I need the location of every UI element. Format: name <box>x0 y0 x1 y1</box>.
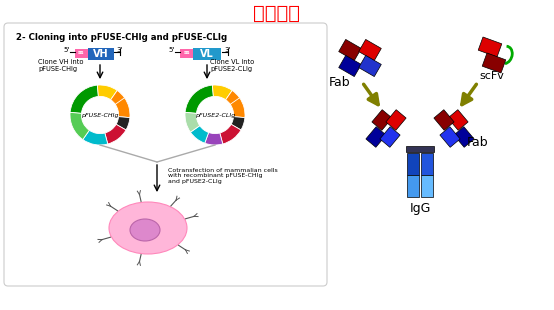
FancyBboxPatch shape <box>358 55 381 77</box>
FancyBboxPatch shape <box>440 127 460 147</box>
FancyBboxPatch shape <box>338 39 361 60</box>
Wedge shape <box>185 113 200 132</box>
Text: 5': 5' <box>64 47 70 53</box>
Wedge shape <box>225 91 244 110</box>
Text: pFUSE-CHIg: pFUSE-CHIg <box>81 113 119 117</box>
FancyBboxPatch shape <box>406 146 434 152</box>
FancyBboxPatch shape <box>454 127 474 147</box>
Ellipse shape <box>109 202 187 254</box>
FancyBboxPatch shape <box>4 23 327 286</box>
Text: scFv: scFv <box>480 71 505 81</box>
Text: ss: ss <box>78 51 85 55</box>
Wedge shape <box>116 117 130 130</box>
FancyBboxPatch shape <box>421 175 433 197</box>
Wedge shape <box>191 126 209 143</box>
Text: Fab: Fab <box>467 136 489 149</box>
FancyBboxPatch shape <box>75 49 88 58</box>
Text: IgG: IgG <box>409 202 430 215</box>
Wedge shape <box>111 91 129 110</box>
FancyBboxPatch shape <box>358 39 381 60</box>
Text: pFUSE2-CLIg: pFUSE2-CLIg <box>195 113 235 117</box>
Wedge shape <box>105 124 126 144</box>
Wedge shape <box>70 113 89 140</box>
Text: VL: VL <box>200 49 214 59</box>
FancyBboxPatch shape <box>338 55 361 77</box>
Text: 2- Cloning into pFUSE-CHIg and pFUSE-CLIg: 2- Cloning into pFUSE-CHIg and pFUSE-CLI… <box>16 33 227 42</box>
FancyBboxPatch shape <box>407 175 419 197</box>
Wedge shape <box>83 130 108 145</box>
Wedge shape <box>185 85 213 113</box>
Wedge shape <box>231 117 245 130</box>
Text: ss: ss <box>183 51 190 55</box>
Text: Cotransfection of mammalian cells
with recombinant pFUSE-CHIg
and pFUSE2-CLIg: Cotransfection of mammalian cells with r… <box>168 168 278 184</box>
Wedge shape <box>212 85 232 100</box>
FancyBboxPatch shape <box>180 49 193 58</box>
FancyBboxPatch shape <box>478 37 502 57</box>
FancyBboxPatch shape <box>448 110 468 130</box>
FancyBboxPatch shape <box>366 127 386 147</box>
Text: 3': 3' <box>117 47 123 53</box>
FancyBboxPatch shape <box>482 53 506 73</box>
FancyBboxPatch shape <box>407 153 419 175</box>
FancyBboxPatch shape <box>421 153 433 175</box>
FancyBboxPatch shape <box>372 110 392 130</box>
Text: 抗体改造: 抗体改造 <box>254 3 300 23</box>
Wedge shape <box>220 124 241 144</box>
Text: VH: VH <box>93 49 109 59</box>
Text: Clone VH into
pFUSE-CHIg: Clone VH into pFUSE-CHIg <box>38 60 84 73</box>
FancyBboxPatch shape <box>88 48 114 60</box>
Wedge shape <box>115 98 130 117</box>
Text: Fab: Fab <box>329 76 351 88</box>
Text: Clone VL into
pFUSE2-CLIg: Clone VL into pFUSE2-CLIg <box>210 60 254 73</box>
Text: 5': 5' <box>169 47 175 53</box>
FancyBboxPatch shape <box>434 110 454 130</box>
Wedge shape <box>70 85 99 113</box>
Text: 3': 3' <box>225 47 231 53</box>
Wedge shape <box>98 85 117 100</box>
Ellipse shape <box>130 219 160 241</box>
FancyBboxPatch shape <box>193 48 221 60</box>
FancyBboxPatch shape <box>386 110 406 130</box>
Wedge shape <box>230 98 245 117</box>
FancyBboxPatch shape <box>380 127 400 147</box>
Wedge shape <box>205 132 223 145</box>
